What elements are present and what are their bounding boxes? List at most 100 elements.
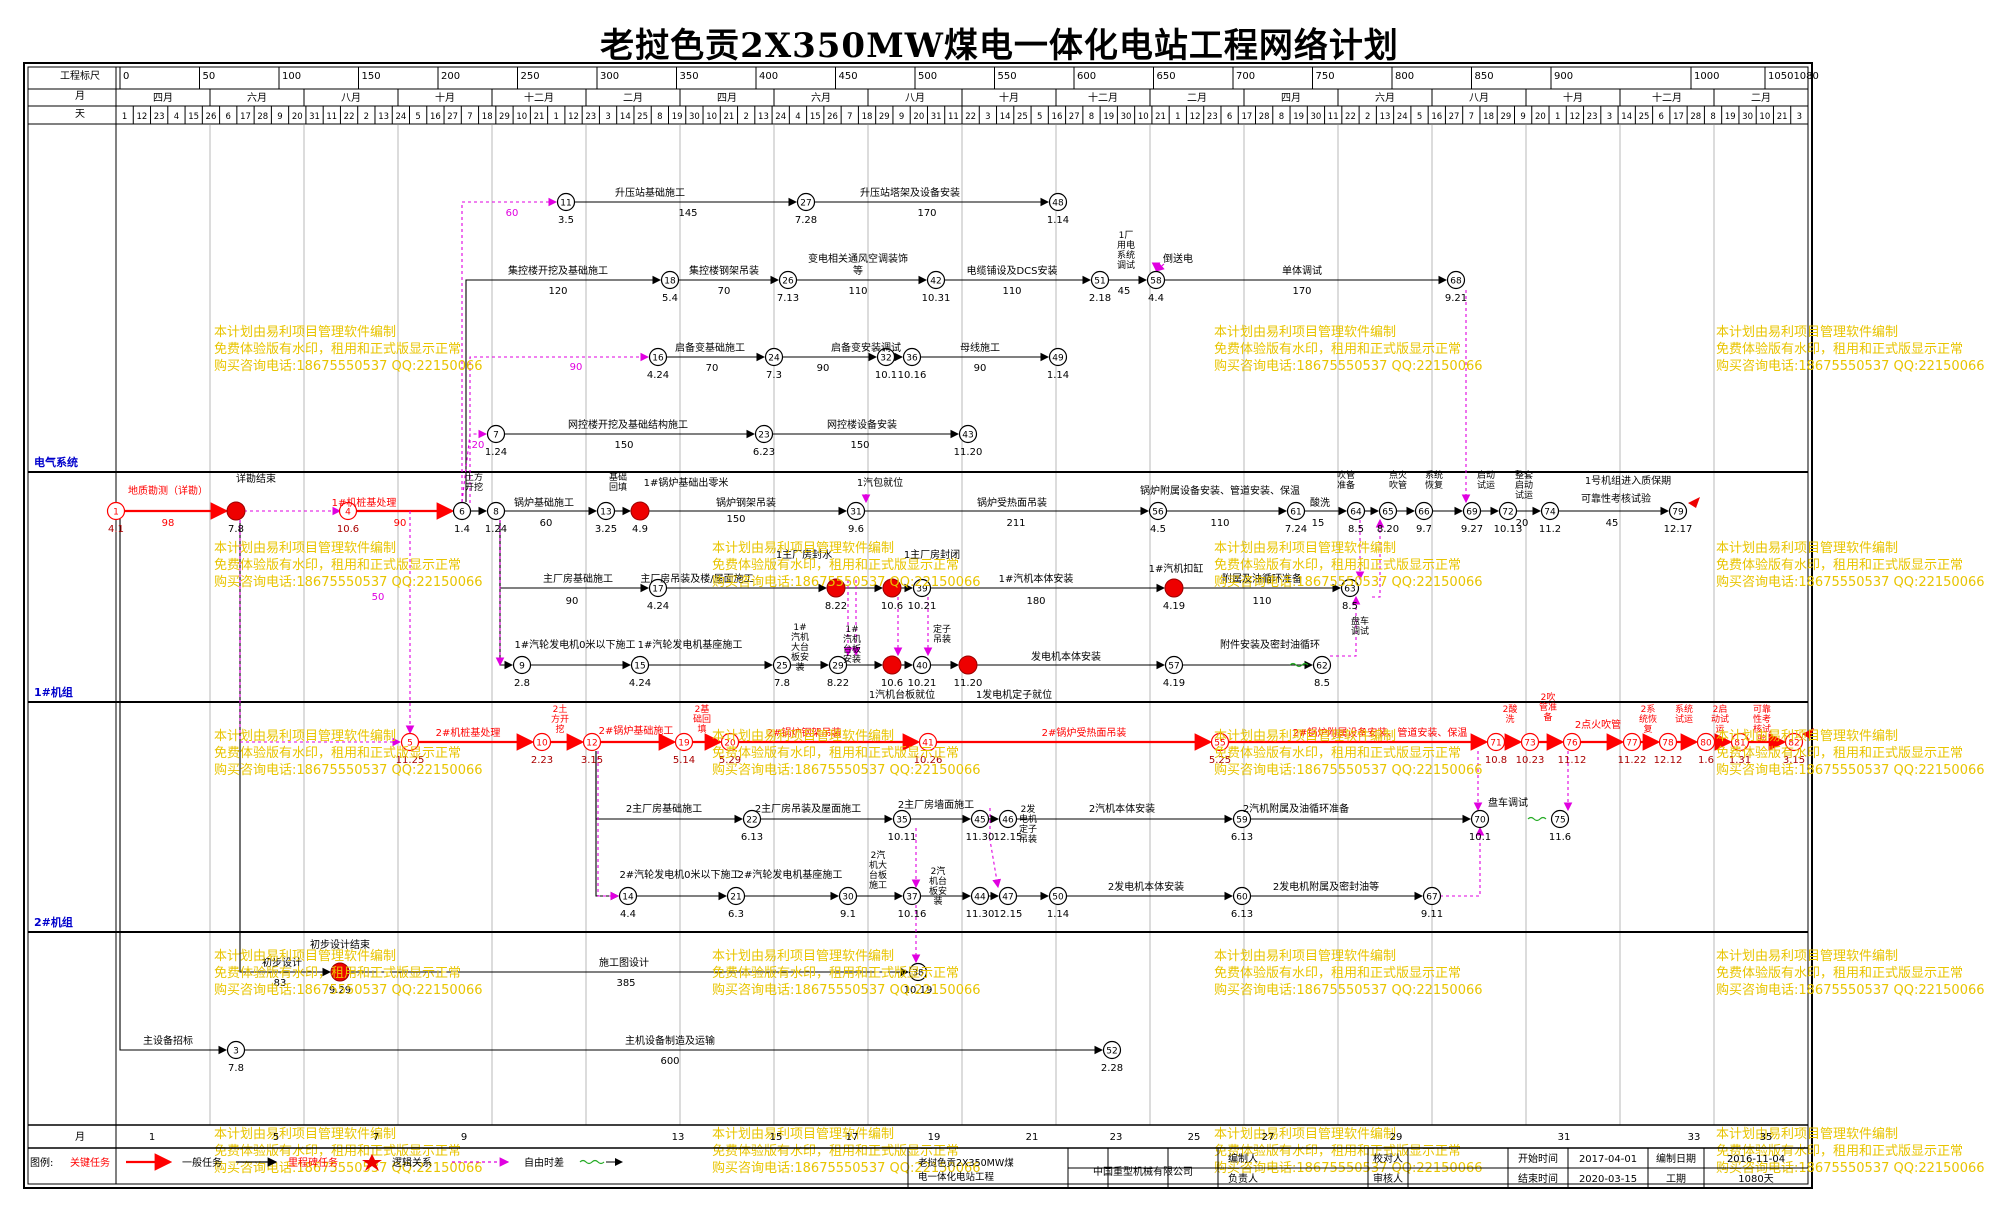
- event-node: [720, 732, 740, 752]
- scale-tick-label: 850: [1475, 71, 1494, 82]
- month-label: 四月: [1281, 92, 1301, 104]
- watermark-text: 免费体验版有水印，租用和正式版显示正常: [214, 745, 461, 761]
- day-label: 26: [206, 112, 217, 122]
- bottom-month-label: 25: [1188, 1132, 1201, 1143]
- node-date: 11.30: [966, 909, 995, 920]
- node-id: 27: [800, 199, 811, 209]
- label-end: 结束时间: [1518, 1172, 1558, 1185]
- activity-label: 90: [566, 596, 579, 607]
- node-date: 7.8: [774, 678, 790, 689]
- day-label: 27: [1449, 112, 1460, 122]
- activity-label: 2#锅炉附属设备安装、管道安装、保温: [1293, 726, 1468, 739]
- event-node: [726, 886, 746, 906]
- activity-label: 盘车: [1351, 615, 1369, 627]
- node-id: 40: [916, 662, 928, 672]
- month-label: 十二月: [1652, 91, 1682, 104]
- scale-tick-label: 200: [441, 71, 460, 82]
- watermark-text: 本计划由易利项目管理软件编制: [1214, 1127, 1396, 1142]
- event-node: [838, 886, 858, 906]
- activity-label: 详勘结束: [236, 472, 276, 485]
- node-date: 7.28: [795, 215, 817, 226]
- legend-normal: 一般任务: [182, 1156, 222, 1169]
- activity-label: 挖: [555, 723, 564, 735]
- node-id: 35: [896, 816, 907, 826]
- watermark-text: 本计划由易利项目管理软件编制: [214, 541, 396, 556]
- activity-label: 70: [718, 286, 731, 297]
- activity-label: 主机设备制造及运输: [625, 1034, 715, 1047]
- activity-label: 主厂房吊装及楼/屋面施工: [640, 572, 753, 585]
- watermark-text: 免费体验版有水印，租用和正式版显示正常: [1716, 341, 1963, 357]
- day-label: 14: [1000, 112, 1011, 122]
- day-label: 24: [1397, 112, 1408, 122]
- node-date: 6.13: [1231, 909, 1253, 920]
- activity-label: 2主厂房基础施工: [626, 802, 702, 815]
- day-label: 11: [326, 112, 337, 122]
- activity-label: 2#锅炉受热面吊装: [1042, 726, 1127, 739]
- activity-label: 整套: [1515, 469, 1533, 481]
- activity-label: 启备变基础施工: [675, 341, 745, 354]
- bottom-month-label: 23: [1110, 1132, 1123, 1143]
- node-id: 15: [634, 662, 645, 672]
- node-id: 78: [1662, 739, 1674, 749]
- day-label: 6: [1227, 112, 1232, 122]
- node-id: 73: [1524, 739, 1535, 749]
- day-label: 7: [1469, 112, 1474, 122]
- node-date: 4.5: [1150, 524, 1166, 535]
- day-label: 2: [1365, 112, 1370, 122]
- node-date: 9.11: [1421, 909, 1443, 920]
- event-node: [660, 270, 680, 290]
- node-date: 3.25: [595, 524, 617, 535]
- node-date: 7.13: [777, 293, 799, 304]
- event-node: [486, 501, 506, 521]
- event-node: [1446, 270, 1466, 290]
- node-date: 1.24: [485, 524, 507, 535]
- day-label: 9: [277, 112, 282, 122]
- scale-tick-label: 300: [600, 71, 619, 82]
- event-node: [1148, 501, 1168, 521]
- activity-label: 90: [974, 363, 987, 374]
- event-node: [846, 501, 866, 521]
- node-id: 13: [600, 508, 611, 518]
- activity-label: 倒送电: [1163, 252, 1193, 265]
- activity-label: 试运: [1477, 479, 1495, 491]
- event-node: [754, 424, 774, 444]
- watermark-text: 本计划由易利项目管理软件编制: [214, 325, 396, 340]
- activity-label: 吹管: [1389, 479, 1407, 491]
- day-label: 16: [1431, 112, 1442, 122]
- event-node: [902, 886, 922, 906]
- day-label: 21: [534, 112, 545, 122]
- watermark-text: 免费体验版有水印，租用和正式版显示正常: [1716, 557, 1963, 573]
- node-date: 5.25: [1209, 755, 1231, 766]
- watermark-text: 免费体验版有水印，租用和正式版显示正常: [1214, 745, 1461, 761]
- node-date: 6.13: [1231, 832, 1253, 843]
- node-id: 11: [560, 199, 571, 209]
- node-date: 9.1: [840, 909, 856, 920]
- month-label: 十月: [999, 91, 1019, 104]
- day-label: 30: [1311, 112, 1322, 122]
- event-node: [876, 347, 896, 367]
- node-date: 10.19: [904, 985, 933, 996]
- event-node: [1340, 578, 1360, 598]
- day-label: 13: [378, 112, 389, 122]
- node-date: 4.19: [1163, 601, 1185, 612]
- activity-label: 升压站基础施工: [615, 186, 685, 199]
- activity-label: 板安: [929, 885, 947, 897]
- event-node: [970, 886, 990, 906]
- node-date: 7.3: [766, 370, 782, 381]
- event-node: [1102, 1040, 1122, 1060]
- event-node: [1784, 732, 1804, 752]
- activity-label: 2土: [553, 703, 568, 715]
- node-date: 10.16: [898, 370, 927, 381]
- activity-label: 系统: [1117, 249, 1135, 261]
- node-date: 7.8: [228, 524, 244, 535]
- activity-label: 2点火吹管: [1575, 718, 1621, 731]
- day-label: 3: [1607, 112, 1612, 122]
- bottom-month-row-label: 月: [75, 1131, 85, 1143]
- activity-label: 可靠性考核试验: [1581, 492, 1651, 505]
- activity-label: 准备: [1337, 479, 1355, 491]
- watermark-text: 本计划由易利项目管理软件编制: [1214, 729, 1396, 744]
- node-date: 2.18: [1089, 293, 1111, 304]
- activity-label: 性考: [1753, 713, 1771, 725]
- watermark-text: 免费体验版有水印，租用和正式版显示正常: [1716, 745, 1963, 761]
- node-date: 4.4: [1148, 293, 1164, 304]
